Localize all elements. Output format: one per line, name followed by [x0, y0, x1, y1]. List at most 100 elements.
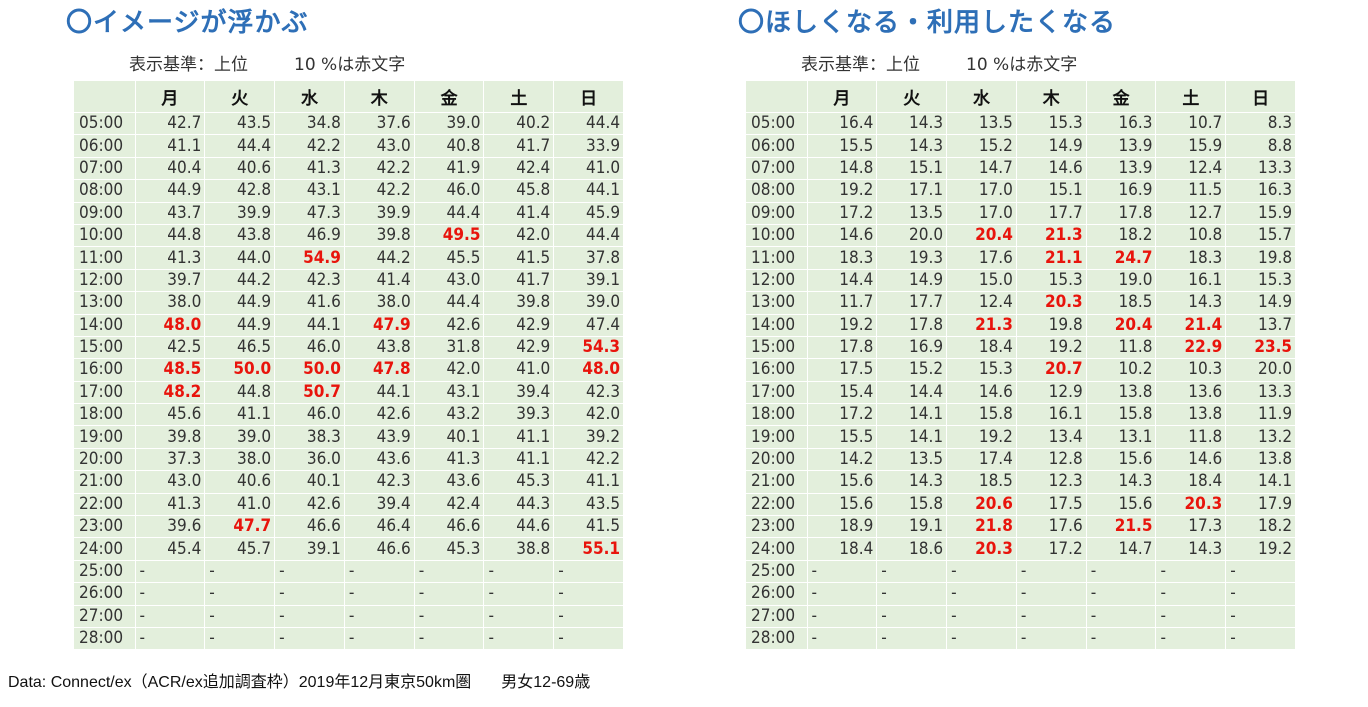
value-cell: 43.0 — [344, 134, 415, 158]
time-label: 24:00 — [74, 537, 136, 561]
value-cell: 13.5 — [946, 112, 1017, 136]
value-cell: 10.3 — [1155, 358, 1227, 382]
empty-cell: - — [946, 582, 1017, 606]
empty-cell: - — [1225, 560, 1297, 584]
value-cell: 46.5 — [204, 336, 276, 360]
value-cell: 15.2 — [946, 134, 1017, 158]
value-cell: 14.3 — [1155, 537, 1227, 561]
value-cell: 15.8 — [1086, 403, 1157, 427]
table-row: 23:00 18.9 19.1 21.8 17.6 21.5 17.3 18.2 — [746, 515, 1297, 539]
value-cell: 17.9 — [1225, 493, 1297, 517]
value-cell: 14.1 — [876, 425, 948, 449]
value-cell: 12.8 — [1016, 448, 1087, 472]
value-cell: 40.4 — [135, 157, 206, 181]
criteria-prefix: 表示基準：上位 — [129, 55, 248, 75]
time-label: 06:00 — [746, 134, 808, 158]
empty-cell: - — [807, 605, 878, 628]
value-cell-highlight: 21.4 — [1155, 314, 1227, 337]
day-header: 土 — [483, 81, 555, 113]
value-cell: 45.3 — [483, 470, 555, 494]
time-label: 20:00 — [74, 448, 136, 472]
empty-cell: - — [876, 627, 948, 651]
value-cell: 13.5 — [876, 448, 948, 472]
table-row: 19:00 39.8 39.0 38.3 43.9 40.1 41.1 39.2 — [74, 425, 625, 449]
corner-cell — [746, 81, 808, 113]
table-row: 09:00 43.7 39.9 47.3 39.9 44.4 41.4 45.9 — [74, 202, 625, 225]
value-cell: 16.9 — [876, 336, 948, 360]
value-cell: 42.2 — [274, 134, 345, 158]
value-cell: 15.5 — [807, 134, 878, 158]
value-cell-highlight: 50.0 — [274, 358, 345, 382]
time-label: 08:00 — [746, 179, 808, 203]
table-row: 21:00 43.0 40.6 40.1 42.3 43.6 45.3 41.1 — [74, 470, 625, 494]
empty-cell: - — [483, 605, 555, 628]
value-cell-highlight: 20.6 — [946, 493, 1017, 517]
value-cell: 14.3 — [1086, 470, 1157, 494]
value-cell-highlight: 24.7 — [1086, 246, 1157, 270]
value-cell: 17.6 — [946, 246, 1017, 270]
day-header: 金 — [414, 81, 485, 113]
value-cell-highlight: 48.0 — [135, 314, 206, 337]
value-cell: 42.0 — [483, 224, 555, 248]
panel-title: 〇ほしくなる・利用したくなる — [738, 8, 1117, 38]
value-cell: 37.6 — [344, 112, 415, 136]
table-row: 05:00 42.7 43.5 34.8 37.6 39.0 40.2 44.4 — [74, 112, 625, 136]
value-cell: 13.3 — [1225, 381, 1297, 405]
value-cell: 41.3 — [414, 448, 485, 472]
day-header: 日 — [553, 81, 625, 113]
value-cell: 41.1 — [204, 403, 276, 427]
value-cell: 44.4 — [204, 134, 276, 158]
value-cell: 15.3 — [1225, 269, 1297, 293]
value-cell: 12.3 — [1016, 470, 1087, 494]
value-cell: 41.3 — [135, 493, 206, 517]
value-cell: 44.9 — [204, 291, 276, 315]
table-row: 20:00 14.2 13.5 17.4 12.8 15.6 14.6 13.8 — [746, 448, 1297, 472]
value-cell: 14.4 — [807, 269, 878, 293]
table-row: 07:00 40.4 40.6 41.3 42.2 41.9 42.4 41.0 — [74, 157, 625, 181]
value-cell: 13.8 — [1225, 448, 1297, 472]
empty-cell: - — [1016, 582, 1087, 606]
value-cell: 44.4 — [414, 202, 485, 225]
day-header: 木 — [344, 81, 415, 113]
value-cell-highlight: 22.9 — [1155, 336, 1227, 360]
display-criteria: 表示基準：上位 10 %は赤文字 — [801, 50, 1077, 75]
value-cell: 38.0 — [204, 448, 276, 472]
table-row: 12:00 39.7 44.2 42.3 41.4 43.0 41.7 39.1 — [74, 269, 625, 293]
time-label: 22:00 — [746, 493, 808, 517]
value-cell: 11.5 — [1155, 179, 1227, 203]
value-cell: 15.8 — [946, 403, 1017, 427]
value-cell: 39.3 — [483, 403, 555, 427]
empty-cell: - — [135, 605, 206, 628]
value-cell: 38.0 — [344, 291, 415, 315]
value-cell: 17.4 — [946, 448, 1017, 472]
time-label: 09:00 — [746, 202, 808, 225]
time-label: 06:00 — [74, 134, 136, 158]
value-cell: 12.4 — [1155, 157, 1227, 181]
value-cell: 17.3 — [1155, 515, 1227, 539]
value-cell: 17.7 — [1016, 202, 1087, 225]
value-cell: 44.6 — [483, 515, 555, 539]
empty-cell: - — [1086, 560, 1157, 584]
value-cell: 41.9 — [414, 157, 485, 181]
value-cell: 39.0 — [553, 291, 625, 315]
value-cell-highlight: 47.9 — [344, 314, 415, 337]
value-cell: 15.0 — [946, 269, 1017, 293]
table-row: 27:00- - - - - - - — [746, 605, 1297, 628]
value-cell: 17.2 — [807, 403, 878, 427]
value-cell-highlight: 20.3 — [946, 537, 1017, 561]
time-label: 10:00 — [74, 224, 136, 248]
time-label: 26:00 — [74, 582, 136, 606]
value-cell: 16.1 — [1155, 269, 1227, 293]
time-label: 14:00 — [746, 314, 808, 337]
empty-cell: - — [807, 560, 878, 584]
value-cell-highlight: 21.8 — [946, 515, 1017, 539]
value-cell: 44.2 — [344, 246, 415, 270]
value-cell: 17.5 — [807, 358, 878, 382]
empty-cell: - — [553, 627, 625, 651]
value-cell: 44.4 — [553, 224, 625, 248]
value-cell: 43.2 — [414, 403, 485, 427]
value-cell: 13.8 — [1155, 403, 1227, 427]
day-header: 土 — [1155, 81, 1227, 113]
empty-cell: - — [135, 627, 206, 651]
value-cell: 44.8 — [204, 381, 276, 405]
